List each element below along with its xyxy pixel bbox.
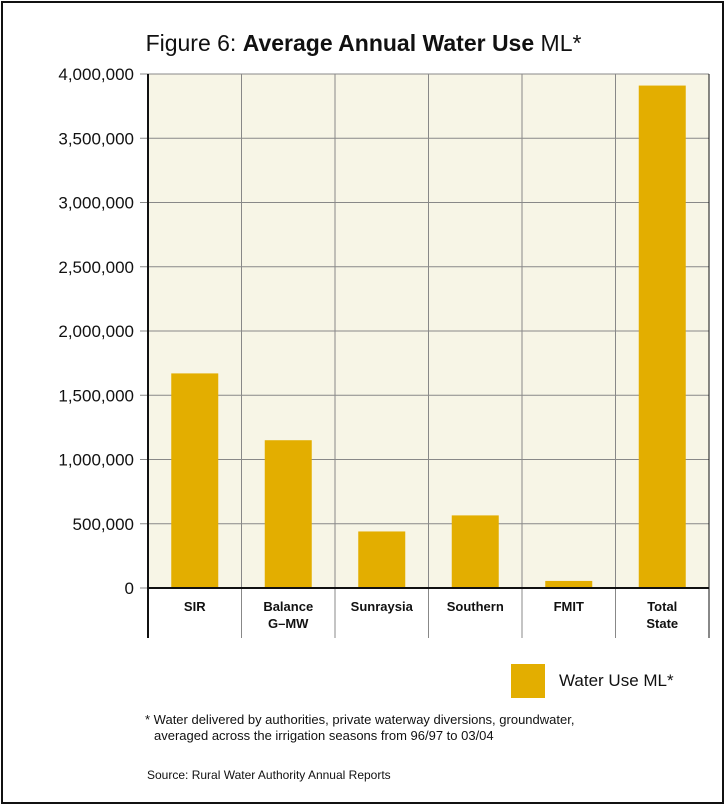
x-tick-label: SIR	[184, 599, 206, 614]
y-tick-label: 0	[125, 579, 134, 598]
bar	[264, 440, 312, 588]
y-tick-label: 2,500,000	[58, 258, 134, 277]
legend-swatch	[511, 664, 545, 698]
bar	[171, 373, 219, 588]
x-tick-label: FMIT	[554, 599, 584, 614]
bar	[545, 580, 593, 588]
chart-title-unit: ML*	[534, 30, 582, 56]
x-tick-label: Southern	[447, 599, 504, 614]
y-tick-label: 1,000,000	[58, 451, 134, 470]
y-tick-label: 2,000,000	[58, 322, 134, 341]
x-tick-label: Sunraysia	[351, 599, 414, 614]
bar	[451, 515, 499, 588]
legend: Water Use ML*	[511, 664, 674, 698]
legend-label: Water Use ML*	[559, 671, 674, 690]
y-tick-label: 3,500,000	[58, 129, 134, 148]
y-tick-label: 4,000,000	[58, 65, 134, 84]
x-tick-label: G–MW	[268, 616, 309, 631]
footnote: * Water delivered by authorities, privat…	[145, 712, 715, 744]
x-tick-label: State	[646, 616, 678, 631]
bar	[358, 531, 406, 588]
chart-title-prefix: Figure 6:	[145, 30, 243, 56]
footnote-line-1: * Water delivered by authorities, privat…	[145, 712, 575, 727]
y-tick-label: 3,000,000	[58, 194, 134, 213]
x-tick-label: Balance	[263, 599, 313, 614]
x-tick-label: Total	[647, 599, 677, 614]
chart-title-main: Average Annual Water Use	[242, 30, 535, 56]
y-tick-label: 500,000	[73, 515, 134, 534]
source-note: Source: Rural Water Authority Annual Rep…	[147, 768, 391, 782]
chart-title: Figure 6: Average Annual Water Use ML*	[0, 30, 727, 57]
bar	[638, 85, 686, 588]
y-tick-label: 1,500,000	[58, 386, 134, 405]
footnote-line-2: averaged across the irrigation seasons f…	[154, 728, 494, 743]
